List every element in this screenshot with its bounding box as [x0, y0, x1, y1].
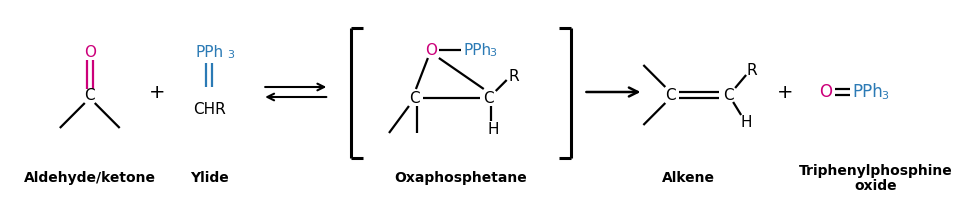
Text: R: R [747, 62, 758, 77]
Text: C: C [665, 87, 676, 102]
Text: Aldehyde/ketone: Aldehyde/ketone [23, 171, 156, 185]
Text: Triphenylphosphine: Triphenylphosphine [799, 164, 953, 178]
Text: O: O [84, 45, 95, 59]
Text: H: H [740, 114, 752, 129]
Text: O: O [425, 43, 437, 58]
Text: C: C [723, 87, 733, 102]
Text: oxide: oxide [854, 179, 897, 193]
Text: +: + [149, 83, 166, 101]
Text: Ylide: Ylide [190, 171, 229, 185]
Text: Oxaphosphetane: Oxaphosphetane [394, 171, 527, 185]
Text: C: C [409, 90, 419, 106]
Text: O: O [819, 83, 833, 101]
Text: C: C [483, 90, 494, 106]
Text: +: + [776, 83, 793, 101]
Text: 3: 3 [227, 50, 234, 60]
Text: PPh: PPh [196, 45, 223, 59]
Text: PPh: PPh [853, 83, 883, 101]
Text: 3: 3 [489, 48, 496, 58]
Text: C: C [85, 87, 95, 102]
Text: Alkene: Alkene [661, 171, 715, 185]
Text: R: R [508, 69, 519, 84]
Text: PPh: PPh [464, 43, 492, 58]
Text: 3: 3 [881, 91, 888, 101]
Text: H: H [488, 123, 500, 138]
Text: CHR: CHR [193, 101, 226, 116]
